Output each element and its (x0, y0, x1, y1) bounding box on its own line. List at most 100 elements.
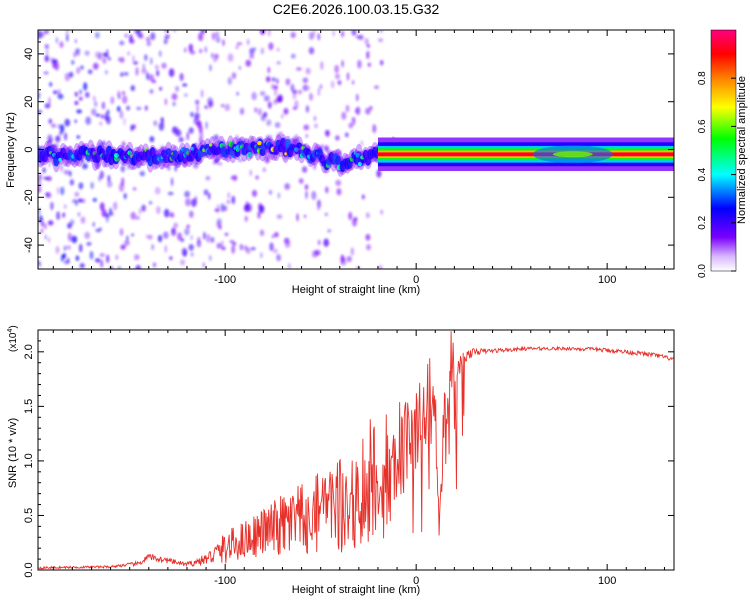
noise-speckle (166, 162, 170, 171)
noise-speckle (74, 100, 79, 106)
noise-speckle (260, 252, 263, 259)
noise-speckle (94, 32, 100, 39)
noise-speckle (274, 232, 279, 238)
noise-speckle (171, 93, 178, 101)
noise-speckle (56, 186, 59, 195)
snr-y-multiplier: (x104) (7, 325, 19, 352)
noise-speckle (156, 70, 160, 77)
ridge-body (94, 152, 101, 164)
noise-speckle (42, 167, 46, 174)
colorbar-ticks: 0.0 0.2 0.4 0.6 0.8 (697, 71, 736, 278)
noise-speckle (207, 97, 214, 106)
noise-speckle (49, 82, 53, 87)
noise-speckle (153, 120, 158, 127)
noise-speckle (317, 87, 320, 97)
noise-speckle (366, 244, 371, 251)
noise-speckle (182, 83, 188, 87)
ridge-body (165, 148, 172, 156)
snr-panel: -100 0 100 0.0 0.5 1.0 1.5 2.0 Height of straig… (7, 325, 675, 596)
ridge-peak (127, 150, 133, 156)
noise-speckle (263, 111, 268, 118)
noise-speckle (292, 106, 297, 110)
noise-speckle (56, 211, 61, 221)
noise-speckle (78, 182, 84, 190)
noise-speckle (71, 199, 78, 204)
noise-speckle (173, 127, 180, 136)
noise-speckle (46, 49, 49, 55)
noise-speckle (257, 108, 263, 116)
noise-speckle (305, 105, 309, 113)
noise-speckle (227, 77, 232, 85)
noise-speckle (272, 248, 278, 254)
noise-speckle (305, 67, 311, 75)
ridge-body (284, 138, 291, 150)
noise-speckle (276, 254, 281, 262)
noise-speckle (86, 242, 92, 246)
noise-speckle (360, 140, 363, 147)
noise-speckle (164, 98, 168, 106)
y-tick-label: 2.0 (23, 344, 35, 359)
noise-speckle (108, 57, 111, 61)
noise-speckle (189, 50, 196, 55)
noise-speckle (268, 42, 274, 51)
noise-speckle (190, 111, 194, 118)
noise-speckle (59, 163, 64, 172)
noise-speckle (367, 62, 371, 67)
noise-speckle (74, 91, 78, 97)
colorbar-tick-label: 0.0 (697, 264, 708, 278)
noise-speckle (120, 165, 126, 173)
noise-speckle (251, 189, 258, 197)
noise-speckle (276, 78, 279, 85)
noise-speckle (302, 84, 309, 92)
noise-speckle (324, 145, 329, 152)
noise-speckle (188, 43, 194, 53)
noise-speckle (149, 136, 155, 143)
noise-speckle (285, 78, 291, 86)
noise-speckle (69, 179, 75, 186)
noise-speckle (222, 39, 225, 47)
noise-speckle (192, 162, 199, 169)
noise-speckle (268, 189, 273, 195)
noise-speckle (231, 245, 236, 254)
noise-speckle (135, 216, 140, 220)
noise-speckle (145, 37, 151, 42)
noise-speckle (279, 132, 283, 136)
noise-speckle (205, 175, 211, 181)
noise-speckle (260, 47, 264, 55)
noise-speckle (100, 259, 104, 268)
noise-speckle (119, 57, 125, 63)
noise-speckle (52, 143, 59, 151)
y-tick-label: -20 (23, 189, 35, 205)
noise-speckle (276, 61, 281, 65)
noise-speckle (230, 175, 237, 181)
noise-speckle (215, 31, 220, 38)
noise-speckle (181, 247, 188, 257)
noise-speckle (355, 35, 362, 39)
noise-speckle (215, 134, 219, 143)
noise-speckle (350, 247, 354, 256)
noise-speckle (152, 262, 157, 268)
noise-speckle (155, 64, 159, 70)
noise-speckle (345, 104, 350, 113)
noise-speckle (55, 135, 61, 143)
noise-speckle (305, 190, 308, 200)
noise-speckle (220, 104, 225, 108)
colorbar-tick-label: 0.4 (697, 167, 708, 181)
noise-speckle (313, 115, 317, 122)
noise-speckle (99, 253, 105, 258)
ridge-peak (114, 153, 119, 158)
noise-speckle (38, 177, 41, 184)
noise-speckle (319, 84, 323, 89)
ridge-peak (58, 157, 63, 162)
noise-speckle (62, 212, 65, 218)
noise-speckle (146, 41, 152, 46)
noise-speckle (232, 242, 237, 246)
noise-speckle (106, 109, 110, 116)
noise-speckle (117, 90, 121, 99)
noise-speckle (123, 193, 127, 200)
noise-speckle (379, 30, 383, 33)
noise-speckle (84, 231, 91, 239)
noise-speckle (164, 208, 170, 218)
noise-speckle (215, 156, 218, 165)
noise-speckle (47, 220, 54, 226)
